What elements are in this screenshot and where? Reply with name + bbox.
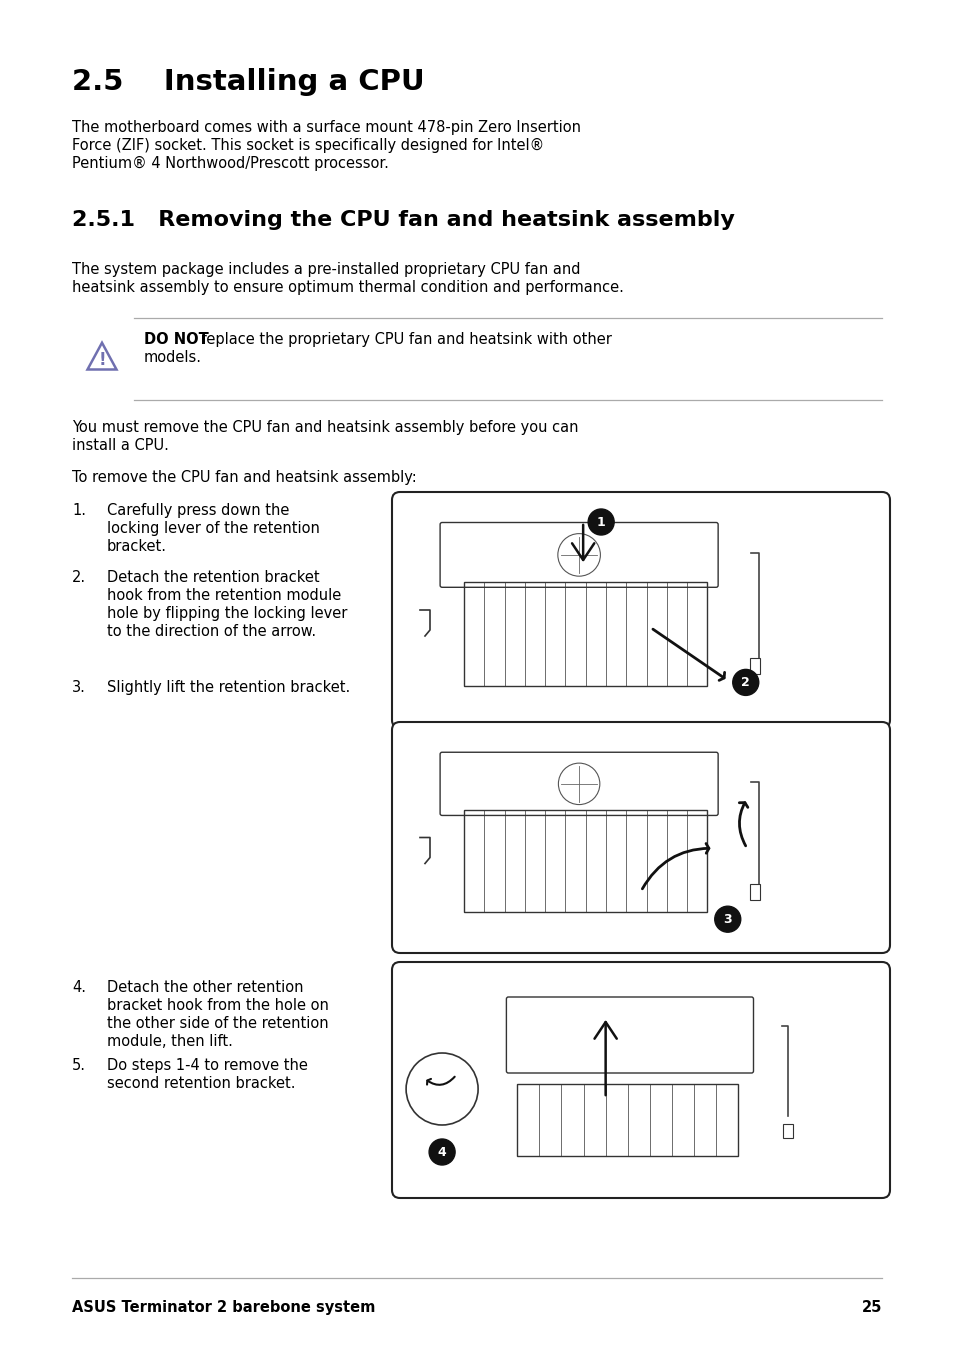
Text: locking lever of the retention: locking lever of the retention [107, 521, 319, 536]
Text: 2: 2 [740, 676, 749, 689]
Text: 1.: 1. [71, 503, 86, 517]
Circle shape [732, 669, 758, 696]
Text: heatsink assembly to ensure optimum thermal condition and performance.: heatsink assembly to ensure optimum ther… [71, 280, 623, 295]
Text: install a CPU.: install a CPU. [71, 438, 169, 453]
Text: Force (ZIF) socket. This socket is specifically designed for Intel®: Force (ZIF) socket. This socket is speci… [71, 138, 543, 153]
Text: To remove the CPU fan and heatsink assembly:: To remove the CPU fan and heatsink assem… [71, 470, 416, 485]
Bar [517, 1084, 738, 1155]
Text: hook from the retention module: hook from the retention module [107, 588, 341, 603]
FancyBboxPatch shape [392, 962, 889, 1198]
Text: 4.: 4. [71, 979, 86, 994]
Text: module, then lift.: module, then lift. [107, 1034, 233, 1048]
Text: 3.: 3. [71, 680, 86, 694]
Text: replace the proprietary CPU fan and heatsink with other: replace the proprietary CPU fan and heat… [195, 332, 611, 347]
Bar [464, 809, 706, 912]
Text: You must remove the CPU fan and heatsink assembly before you can: You must remove the CPU fan and heatsink… [71, 420, 578, 435]
Text: Slightly lift the retention bracket.: Slightly lift the retention bracket. [107, 680, 350, 694]
Text: 2.5.1   Removing the CPU fan and heatsink assembly: 2.5.1 Removing the CPU fan and heatsink … [71, 209, 734, 230]
Text: 3: 3 [722, 913, 731, 925]
Text: 2.: 2. [71, 570, 86, 585]
Text: Carefully press down the: Carefully press down the [107, 503, 289, 517]
Text: Pentium® 4 Northwood/Prescott processor.: Pentium® 4 Northwood/Prescott processor. [71, 155, 389, 172]
Bar [750, 658, 760, 674]
FancyBboxPatch shape [392, 492, 889, 728]
Text: DO NOT: DO NOT [144, 332, 209, 347]
Bar [464, 581, 706, 686]
Text: Do steps 1-4 to remove the: Do steps 1-4 to remove the [107, 1058, 308, 1073]
FancyBboxPatch shape [392, 721, 889, 952]
Text: 2.5    Installing a CPU: 2.5 Installing a CPU [71, 68, 424, 96]
Text: second retention bracket.: second retention bracket. [107, 1075, 295, 1092]
Text: bracket hook from the hole on: bracket hook from the hole on [107, 998, 329, 1013]
Circle shape [588, 509, 614, 535]
Text: bracket.: bracket. [107, 539, 167, 554]
Bar [782, 1124, 793, 1138]
Text: 5.: 5. [71, 1058, 86, 1073]
Text: to the direction of the arrow.: to the direction of the arrow. [107, 624, 315, 639]
Text: Detach the retention bracket: Detach the retention bracket [107, 570, 319, 585]
Text: The system package includes a pre-installed proprietary CPU fan and: The system package includes a pre-instal… [71, 262, 579, 277]
Circle shape [429, 1139, 455, 1165]
Text: the other side of the retention: the other side of the retention [107, 1016, 328, 1031]
Text: 4: 4 [437, 1146, 446, 1159]
Text: models.: models. [144, 350, 202, 365]
Text: Detach the other retention: Detach the other retention [107, 979, 303, 994]
Bar [750, 884, 760, 900]
Text: 1: 1 [597, 516, 605, 528]
Text: hole by flipping the locking lever: hole by flipping the locking lever [107, 607, 347, 621]
Circle shape [714, 907, 740, 932]
Text: 25: 25 [861, 1300, 882, 1315]
Text: The motherboard comes with a surface mount 478-pin Zero Insertion: The motherboard comes with a surface mou… [71, 120, 580, 135]
Text: ASUS Terminator 2 barebone system: ASUS Terminator 2 barebone system [71, 1300, 375, 1315]
Text: !: ! [98, 351, 106, 369]
